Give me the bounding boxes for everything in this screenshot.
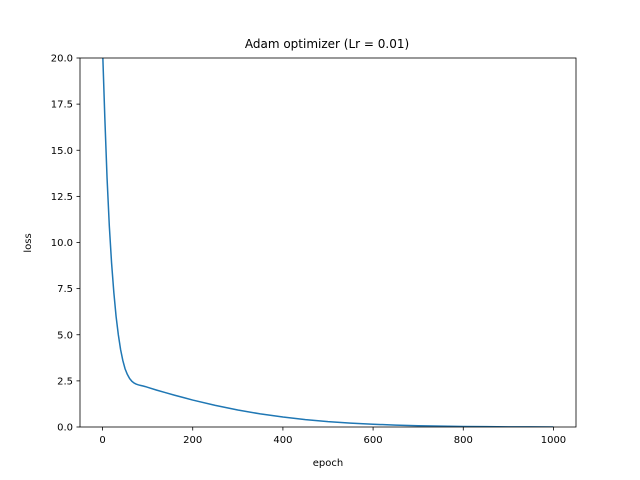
- x-tick-label: 0: [99, 435, 105, 446]
- y-axis-label: loss: [23, 233, 34, 252]
- x-tick-label: 400: [273, 435, 292, 446]
- plot-area: [102, 58, 554, 427]
- y-tick-label: 20.0: [51, 54, 73, 65]
- x-axis-label: epoch: [313, 458, 343, 469]
- y-tick-label: 5.0: [57, 330, 73, 341]
- chart-title: Adam optimizer (Lr = 0.01): [245, 37, 409, 51]
- y-tick-label: 2.5: [57, 376, 73, 387]
- y-tick-label: 12.5: [51, 192, 73, 203]
- x-tick-label: 800: [454, 435, 473, 446]
- loss-line: [102, 58, 554, 427]
- y-tick-label: 17.5: [51, 100, 73, 111]
- y-tick-label: 10.0: [51, 238, 73, 249]
- x-tick-label: 600: [364, 435, 383, 446]
- y-tick-label: 15.0: [51, 146, 73, 157]
- axis-ticks: 0 200 400 600 800 1000 0.0 2.5 5.0 7.5 10.0 12.5 15.…: [51, 54, 566, 447]
- y-tick-label: 0.0: [57, 423, 73, 434]
- x-tick-label: 1000: [541, 435, 566, 446]
- x-tick-label: 200: [183, 435, 202, 446]
- y-tick-label: 7.5: [57, 284, 73, 295]
- axes-frame: [79, 57, 577, 428]
